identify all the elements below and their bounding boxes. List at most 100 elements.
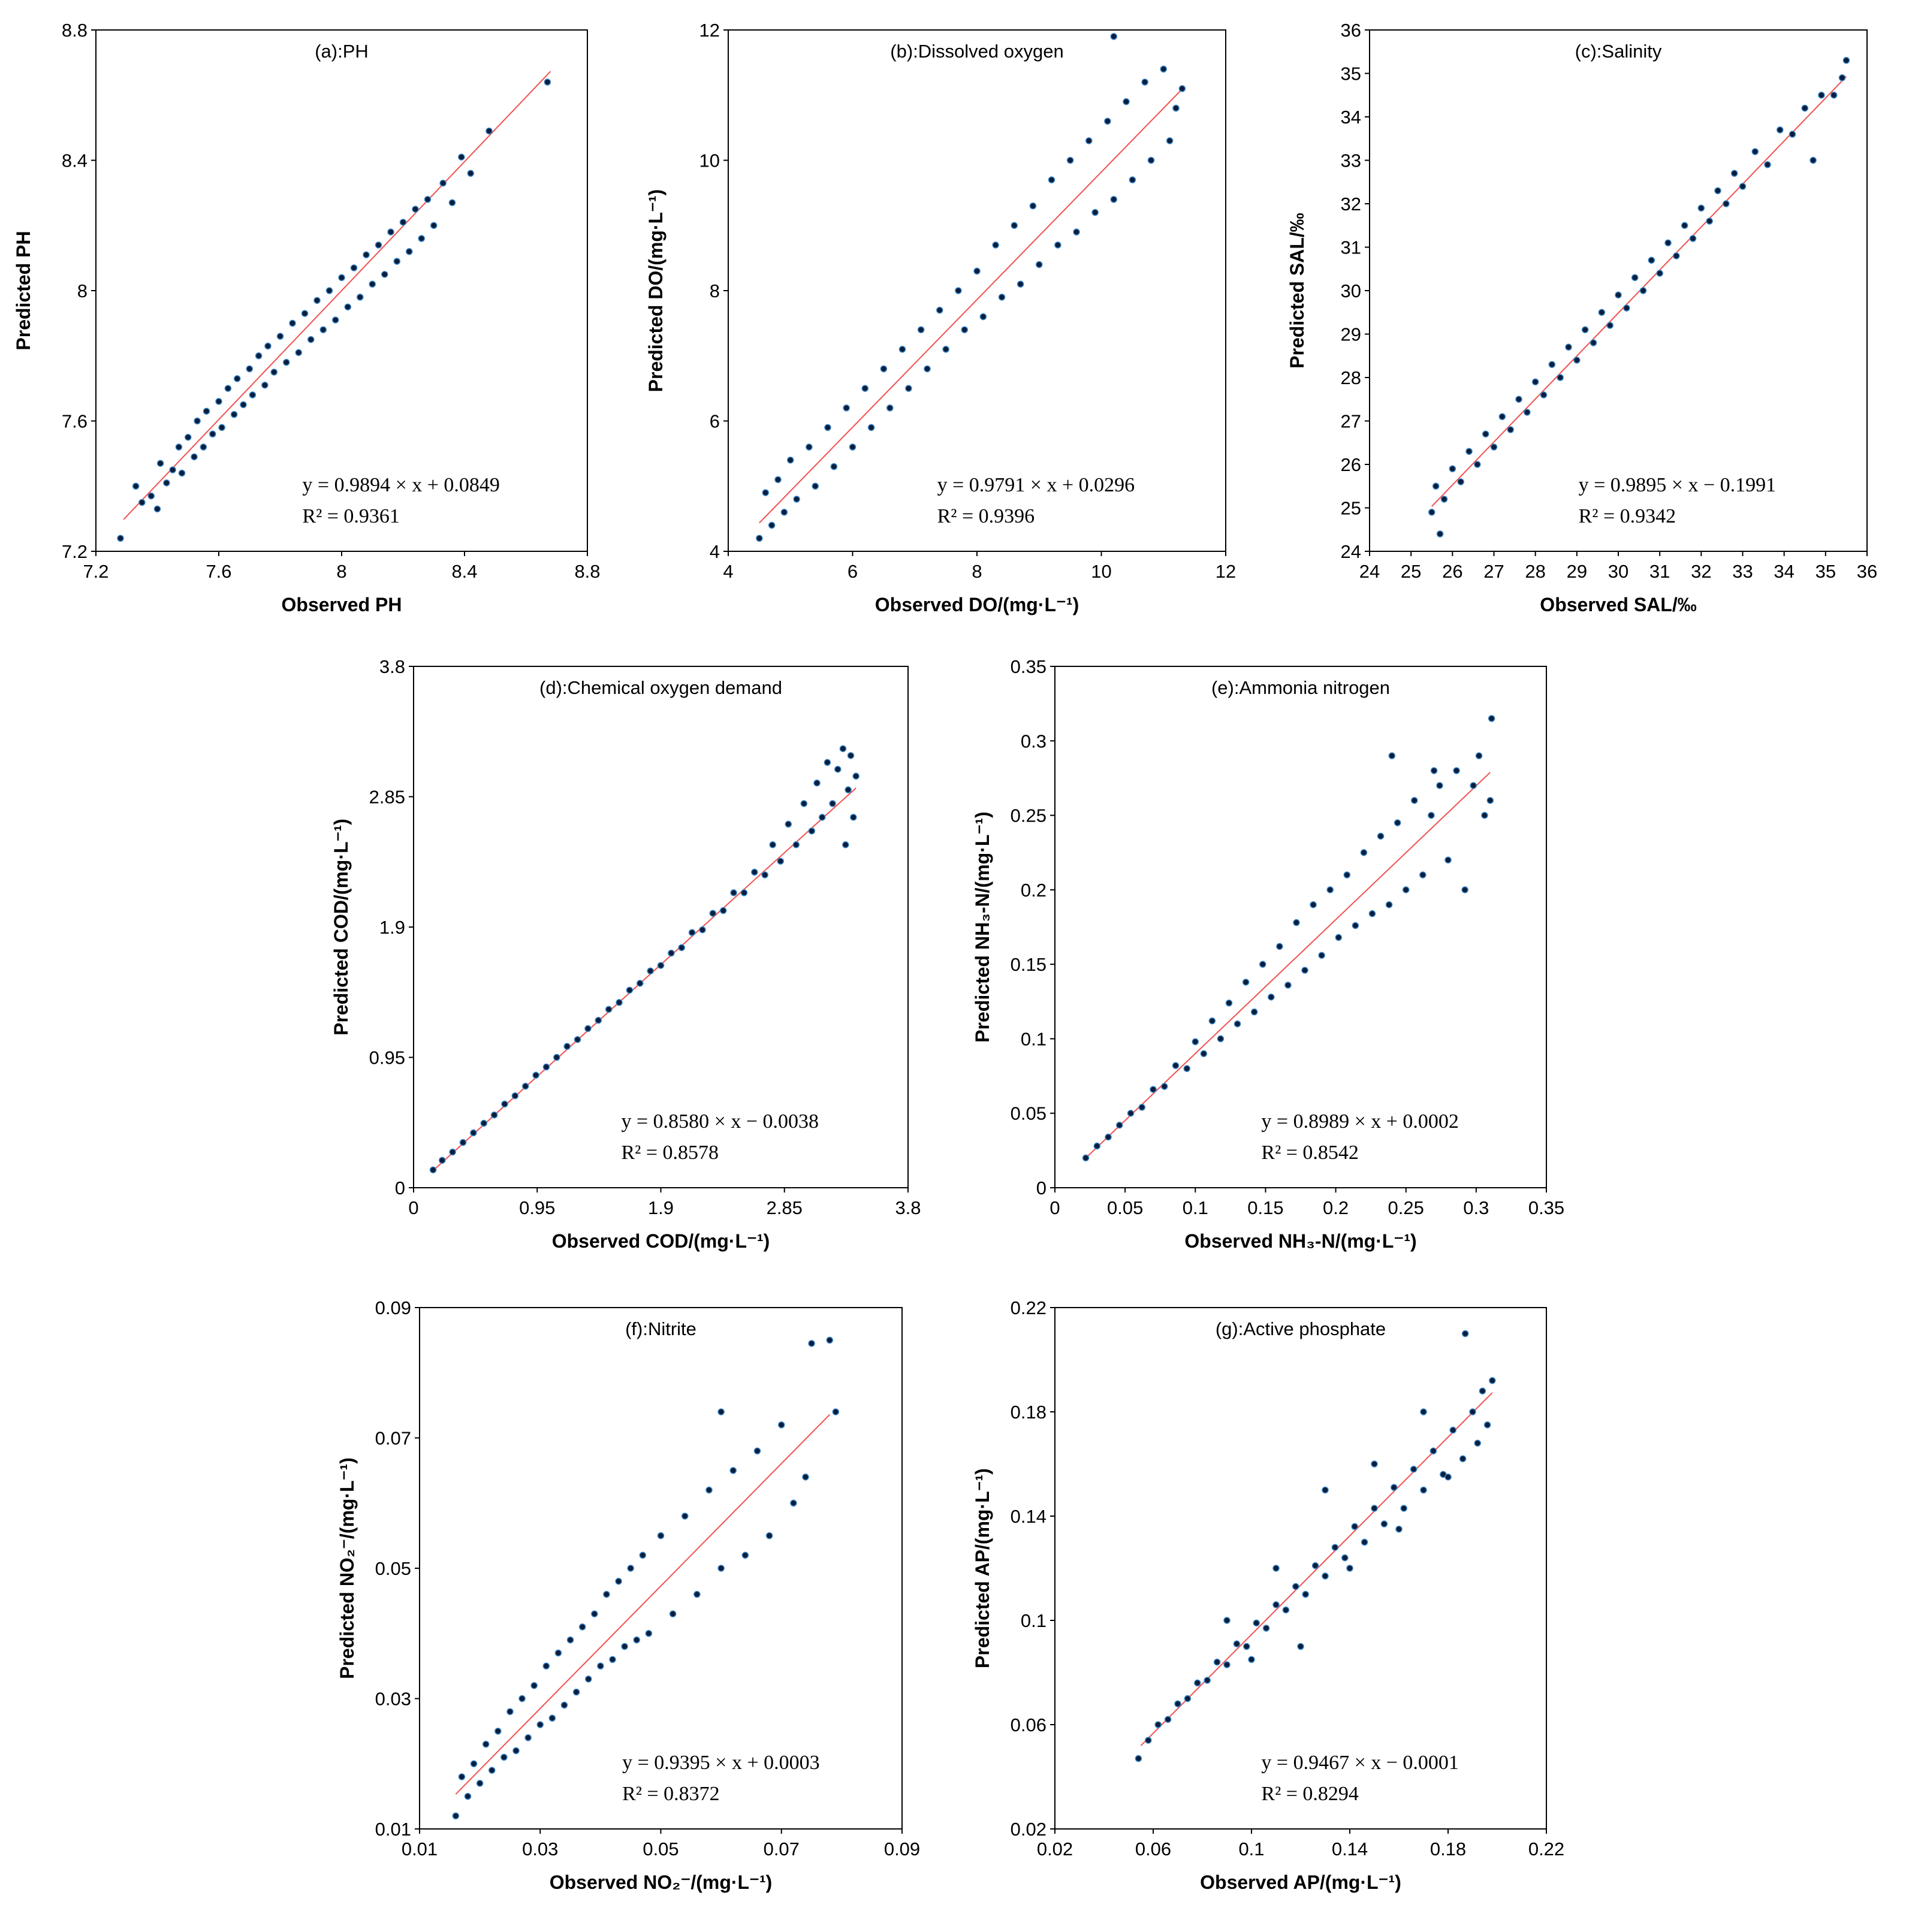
data-point xyxy=(1498,413,1506,420)
data-point xyxy=(1262,1625,1270,1632)
data-point xyxy=(1598,309,1606,316)
data-point xyxy=(924,365,931,373)
x-tick-label: 3.8 xyxy=(895,1197,921,1218)
data-point xyxy=(1714,187,1721,194)
data-point xyxy=(637,980,644,987)
data-point xyxy=(1011,222,1018,229)
data-point xyxy=(1351,1523,1358,1530)
data-point xyxy=(488,1767,496,1774)
x-axis-title: Observed SAL/‰ xyxy=(1540,594,1696,615)
data-point xyxy=(1436,782,1443,789)
y-tick-label: 12 xyxy=(699,20,720,41)
plot-frame xyxy=(1369,29,1868,552)
data-point xyxy=(1272,1565,1280,1572)
data-point xyxy=(464,1792,472,1800)
data-point xyxy=(917,326,925,333)
data-point xyxy=(1147,156,1155,164)
x-tick-label: 0.22 xyxy=(1528,1839,1564,1859)
data-point xyxy=(1242,979,1250,986)
data-point xyxy=(603,1590,610,1598)
y-tick-label: 0 xyxy=(395,1178,405,1199)
data-point xyxy=(357,294,364,301)
panel-title: (g):Active phosphate xyxy=(1216,1318,1386,1339)
data-point xyxy=(560,1701,568,1709)
data-point xyxy=(765,1532,773,1539)
data-point xyxy=(961,326,968,333)
x-tick-label: 36 xyxy=(1857,561,1877,582)
data-point xyxy=(1066,156,1074,164)
data-point xyxy=(829,800,836,807)
x-tick-label: 4 xyxy=(723,561,733,582)
y-tick-label: 34 xyxy=(1341,107,1361,128)
fit-equation: y = 0.9395 × x + 0.0003 xyxy=(622,1752,820,1774)
x-tick-label: 8.8 xyxy=(574,561,600,582)
data-point xyxy=(778,1421,785,1429)
data-point xyxy=(1615,291,1622,298)
data-point xyxy=(845,786,852,793)
data-point xyxy=(1223,1617,1231,1624)
data-point xyxy=(424,196,432,203)
x-tick-label: 0.07 xyxy=(764,1839,800,1859)
data-point xyxy=(470,1129,477,1137)
data-point xyxy=(429,1166,437,1173)
plot-frame xyxy=(1054,1307,1547,1830)
x-tick-label: 0.18 xyxy=(1430,1839,1466,1859)
data-point xyxy=(325,287,333,294)
data-point xyxy=(1318,952,1325,959)
r-squared: R² = 0.8542 xyxy=(1261,1142,1359,1164)
data-point xyxy=(387,228,394,236)
data-point xyxy=(1341,1554,1349,1562)
x-tick-label: 32 xyxy=(1691,561,1711,582)
y-tick-label: 24 xyxy=(1341,541,1361,562)
y-tick-label: 35 xyxy=(1341,64,1361,84)
data-point xyxy=(1129,176,1136,183)
data-point xyxy=(1135,1755,1142,1762)
data-point xyxy=(449,1148,456,1156)
data-point xyxy=(979,313,987,321)
data-point xyxy=(1789,131,1796,138)
data-point xyxy=(381,271,388,278)
y-tick-label: 29 xyxy=(1341,324,1361,345)
data-point xyxy=(1474,1439,1481,1447)
data-point xyxy=(847,752,855,759)
data-point xyxy=(756,535,763,542)
data-point xyxy=(787,457,794,464)
data-point xyxy=(175,443,183,451)
data-point xyxy=(681,1513,689,1520)
y-tick-label: 28 xyxy=(1341,367,1361,388)
data-point xyxy=(688,929,696,936)
data-point xyxy=(363,251,370,258)
data-point xyxy=(1411,796,1418,804)
data-point xyxy=(1420,1486,1427,1494)
data-point xyxy=(185,433,192,441)
data-point xyxy=(418,235,425,242)
data-point xyxy=(1346,1565,1353,1572)
plot-frame xyxy=(728,29,1226,552)
data-point xyxy=(1110,196,1117,203)
data-point xyxy=(1017,280,1024,288)
data-point xyxy=(1293,919,1300,926)
data-point xyxy=(1432,482,1440,490)
data-point xyxy=(1164,1716,1172,1723)
data-point xyxy=(448,199,456,206)
data-point xyxy=(880,365,888,373)
y-tick-label: 0.15 xyxy=(1011,954,1047,975)
data-point xyxy=(1681,222,1688,229)
data-point xyxy=(350,264,358,271)
x-axis-title: Observed NH₃-N/(mg·L⁻¹) xyxy=(1184,1230,1416,1252)
data-point xyxy=(178,469,186,477)
data-point xyxy=(1105,1133,1112,1141)
data-point xyxy=(1486,796,1494,804)
data-point xyxy=(1606,322,1614,329)
data-point xyxy=(585,1676,592,1683)
x-axis-title: Observed DO/(mg·L⁻¹) xyxy=(875,594,1079,615)
y-tick-label: 8 xyxy=(710,280,720,301)
data-point xyxy=(1482,430,1489,437)
data-point xyxy=(1091,209,1099,216)
data-point xyxy=(1420,1408,1427,1415)
data-point xyxy=(578,1623,586,1631)
y-tick-label: 6 xyxy=(710,411,720,432)
data-point xyxy=(753,1447,761,1454)
data-point xyxy=(1440,496,1448,503)
data-point xyxy=(740,889,748,896)
